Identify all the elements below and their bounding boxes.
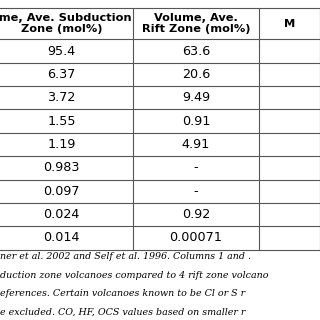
Text: 0.097: 0.097 xyxy=(43,185,80,198)
Text: eferences. Certain volcanoes known to be Cl or S r: eferences. Certain volcanoes known to be… xyxy=(0,289,245,298)
Text: ner et al. 2002 and Self et al. 1996. Columns 1 and .: ner et al. 2002 and Self et al. 1996. Co… xyxy=(0,252,251,261)
Text: duction zone volcanoes compared to 4 rift zone volcano: duction zone volcanoes compared to 4 rif… xyxy=(0,271,268,280)
Text: Volume, Ave.
Rift Zone (mol%): Volume, Ave. Rift Zone (mol%) xyxy=(142,13,250,35)
Text: 20.6: 20.6 xyxy=(182,68,210,81)
Text: M: M xyxy=(284,19,295,29)
Text: 63.6: 63.6 xyxy=(182,44,210,58)
Text: 0.024: 0.024 xyxy=(44,208,80,221)
Text: 6.37: 6.37 xyxy=(47,68,76,81)
Text: 95.4: 95.4 xyxy=(47,44,76,58)
Text: 1.55: 1.55 xyxy=(47,115,76,128)
Text: 1.19: 1.19 xyxy=(47,138,76,151)
Text: ame, Ave. Subduction
Zone (mol%): ame, Ave. Subduction Zone (mol%) xyxy=(0,13,132,35)
Text: -: - xyxy=(194,185,198,198)
Text: e excluded. CO, HF, OCS values based on smaller r: e excluded. CO, HF, OCS values based on … xyxy=(0,308,245,317)
Text: 4.91: 4.91 xyxy=(182,138,210,151)
Text: 9.49: 9.49 xyxy=(182,91,210,104)
Text: 0.014: 0.014 xyxy=(43,231,80,244)
Text: 3.72: 3.72 xyxy=(47,91,76,104)
Text: 0.91: 0.91 xyxy=(182,115,210,128)
Text: 0.983: 0.983 xyxy=(43,161,80,174)
Text: 0.92: 0.92 xyxy=(182,208,210,221)
Text: 0.00071: 0.00071 xyxy=(170,231,222,244)
Text: -: - xyxy=(194,161,198,174)
